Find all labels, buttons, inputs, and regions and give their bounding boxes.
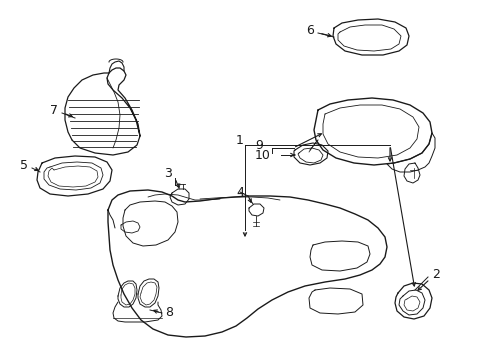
Text: 10: 10 xyxy=(255,149,270,162)
Text: 2: 2 xyxy=(431,269,439,282)
Text: 6: 6 xyxy=(305,23,313,36)
Text: 4: 4 xyxy=(236,185,244,198)
Text: 9: 9 xyxy=(255,139,263,152)
Text: 7: 7 xyxy=(50,104,58,117)
Text: 5: 5 xyxy=(20,158,28,171)
Text: 1: 1 xyxy=(236,134,244,147)
Text: 3: 3 xyxy=(164,166,172,180)
Text: 8: 8 xyxy=(164,306,173,319)
